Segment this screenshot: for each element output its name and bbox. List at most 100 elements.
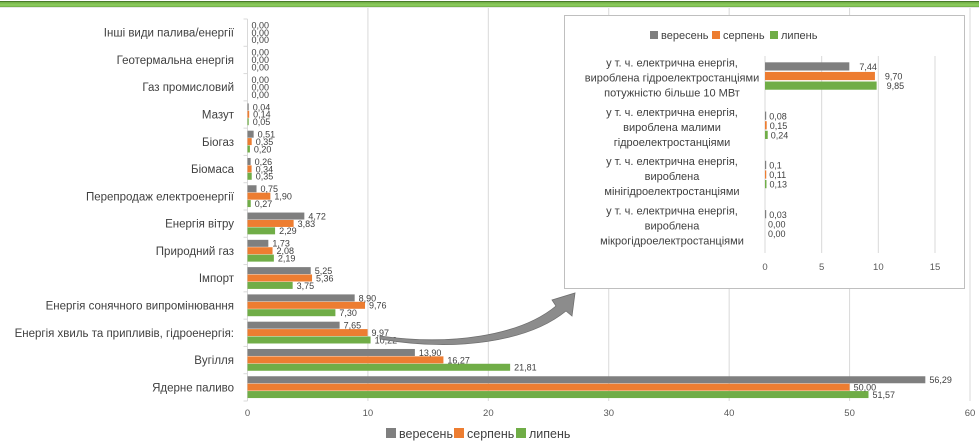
main-x-tick-label: 10 [363,408,374,419]
main-value-label: 0,27 [255,199,273,209]
inset-category-line: у т. ч. електрична енергія, [606,58,738,70]
inset-value-label: 0,15 [770,121,788,131]
legend-label-липень: липень [529,427,570,441]
inset-legend-label-серпень: серпень [723,30,765,42]
main-value-label: 0,14 [253,110,271,120]
main-category-label: Імпорт [199,273,235,285]
inset-category-label: у т. ч. електрична енергія, вироблена мал… [606,107,738,149]
main-x-tick-label: 40 [724,408,735,419]
inset-category-line: гідроелектростанціями [614,137,731,149]
main-bars [247,103,926,399]
inset-bars [765,62,877,219]
inset-value-label: 0,13 [769,180,787,190]
inset-value-label: 0,03 [769,210,787,220]
main-value-label: 0,51 [258,130,276,140]
main-bar-липень [247,336,371,344]
inset-value-labels: 7,449,709,850,080,150,240,10,110,130,030… [768,62,904,239]
main-value-label: 10,22 [375,335,398,345]
main-value-label: 7,65 [344,321,362,331]
inset-legend-swatch-липень [770,31,778,39]
main-category-axis [243,18,248,402]
top-green-band [0,0,979,8]
inset-bar-вересень [765,62,850,71]
main-bar-липень [247,227,276,235]
inset-category-line: вироблена [645,171,701,183]
main-value-label: 0,00 [252,35,270,45]
main-value-label: 0,00 [252,82,270,92]
main-bar-вересень [247,239,269,247]
legend-swatch-вересень [386,428,396,438]
main-bar-вересень [247,212,305,220]
main-value-label: 0,00 [252,63,270,73]
inset-value-label: 0,11 [769,170,786,180]
main-value-label: 0,00 [252,90,270,100]
main-bar-серпень [247,110,250,118]
main-value-label: 1,73 [272,239,290,249]
inset-legend-swatch-серпень [712,31,720,39]
main-value-label: 13,90 [419,348,442,358]
callout-arrow [379,292,576,345]
main-bar-вересень [247,376,926,384]
main-legend: вересень серпень липень [386,427,570,441]
inset-category-line: вироблена гідроелектростанціями [585,73,759,85]
inset-hydro-breakdown: у т. ч. електрична енергія, вироблена гід… [564,15,965,289]
inset-value-label: 0,08 [769,111,787,121]
main-x-tick-label: 60 [965,408,976,419]
main-bar-липень [247,172,252,180]
main-bar-серпень [247,329,368,337]
inset-bar-вересень [765,210,767,219]
inset-x-tick-label: 5 [819,262,824,273]
main-value-label: 5,25 [315,266,333,276]
main-bar-серпень [247,356,444,364]
main-value-label: 7,30 [339,308,357,318]
main-bar-серпень [247,219,294,227]
main-bar-вересень [247,185,257,193]
main-value-label: 5,36 [316,273,334,283]
inset-bar-липень [765,81,877,90]
main-category-label: Енергія сонячного випромінювання [46,301,234,313]
main-value-label: 0,05 [253,117,271,127]
main-value-label: 0,00 [252,20,270,30]
inset-category-label: у т. ч. електрична енергія, вироблена міні… [604,156,739,198]
inset-category-line: у т. ч. електрична енергія, [606,205,738,217]
main-value-label: 21,81 [514,363,537,373]
main-value-label: 0,00 [252,28,270,38]
main-value-label: 3,75 [297,281,315,291]
legend-label-вересень: вересень [399,427,453,441]
inset-category-line: вироблена малими [623,122,721,134]
inset-value-label: 0,00 [768,219,786,229]
main-category-label: Ядерне паливо [152,382,234,394]
main-category-label: Енергія вітру [165,219,234,231]
main-bar-липень [247,254,274,262]
inset-value-label: 0,00 [768,229,786,239]
inset-bar-вересень [765,111,767,120]
main-bar-вересень [247,103,249,111]
inset-bar-липень [765,180,767,189]
inset-legend-label-липень: липень [781,30,818,42]
main-value-label: 0,34 [256,164,274,174]
main-category-label: Інші види палива/енергії [104,28,235,40]
main-value-label: 4,72 [308,211,326,221]
main-value-label: 9,76 [369,301,387,311]
main-x-tick-label: 20 [483,408,494,419]
main-category-label: Природний газ [156,246,234,258]
main-category-label: Геотермальна енергія [117,55,234,67]
main-x-tick-label: 0 [245,408,250,419]
inset-bar-серпень [765,71,875,81]
main-value-label: 0,75 [261,184,279,194]
main-value-label: 9,97 [372,328,390,338]
main-bar-липень [247,281,293,289]
main-value-label: 0,04 [253,102,271,112]
arrow-icon [379,292,576,345]
main-bar-вересень [247,348,415,356]
inset-x-tick-label: 0 [762,262,767,273]
main-value-label: 3,83 [298,219,316,229]
main-value-label: 56,29 [929,375,952,385]
inset-category-labels: у т. ч. електрична енергія, вироблена гід… [585,58,759,248]
main-value-label: 16,27 [447,355,470,365]
main-bar-вересень [247,130,254,138]
inset-category-line: потужністю більше 10 МВт [604,88,740,100]
main-value-label: 0,35 [256,137,274,147]
main-category-label: Вугілля [194,355,234,367]
